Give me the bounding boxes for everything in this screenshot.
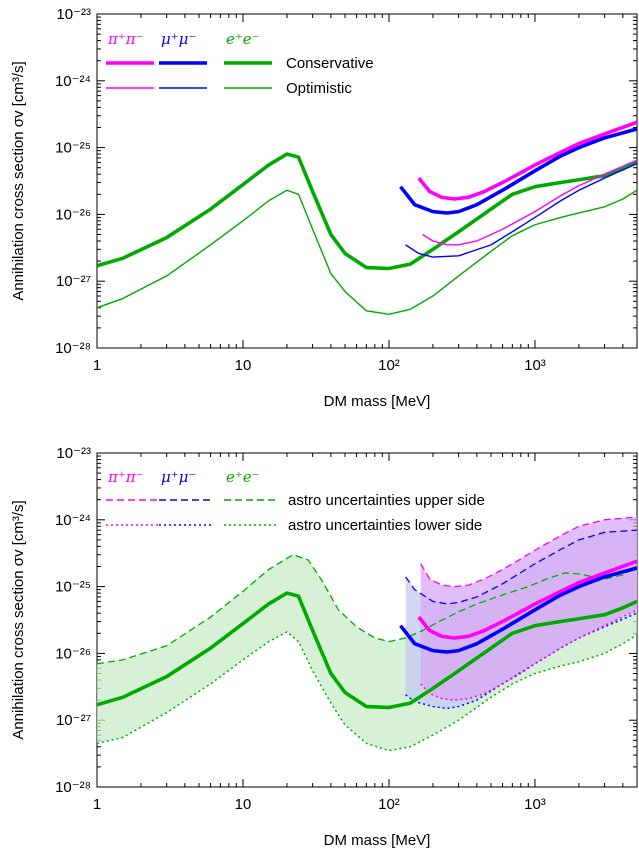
y-axis-title: Annihilation cross section σv [cm³/s] <box>10 61 27 300</box>
lower-bound-line <box>97 630 637 752</box>
legend-channel-label: π⁺π⁻ <box>107 30 144 48</box>
legend-channel-label: e⁺e⁻ <box>226 30 260 48</box>
series-line-optimistic <box>422 159 637 246</box>
legend-style-label: Optimistic <box>286 80 352 97</box>
y-tick-label: 10⁻²⁵ <box>55 140 91 157</box>
y-tick-label: 10⁻²⁷ <box>56 273 91 290</box>
series-line-conservative <box>417 120 637 201</box>
x-axis-title: DM mass [MeV] <box>324 393 431 410</box>
chart-top: 1 10 10² 10³ 10⁻²⁸ 10⁻²⁷ 10⁻²⁶ 10⁻²⁵ 10⁻²⁴ 10⁻²³ D… <box>10 6 638 410</box>
chart-bottom: 1 10 10² 10³ 10⁻²⁸ 10⁻²⁷ 10⁻²⁶ 10⁻²⁵ 10⁻²⁴ 10⁻²³ D… <box>10 445 638 849</box>
y-tick-label: 10⁻²³ <box>56 6 91 23</box>
x-tick-label: 10² <box>378 357 400 374</box>
legend: π⁺π⁻ μ⁺μ⁻ e⁺e⁻ astro uncertainties upper si… <box>106 468 485 534</box>
series-line-central <box>97 591 637 710</box>
x-tick-label: 1 <box>93 357 101 374</box>
y-tick-label: 10⁻²⁶ <box>55 645 91 662</box>
series-group <box>97 516 637 752</box>
y-tick-label: 10⁻²⁵ <box>55 579 91 596</box>
legend-style-label: astro uncertainties lower side <box>288 517 482 534</box>
legend: π⁺π⁻ μ⁺μ⁻ e⁺e⁻ Conservative Optimistic <box>106 30 374 97</box>
y-tick-label: 10⁻²⁶ <box>55 206 91 223</box>
y-tick-label: 10⁻²⁴ <box>55 512 91 529</box>
lower-bound-line <box>405 612 637 710</box>
y-tick-label: 10⁻²⁸ <box>55 340 91 357</box>
upper-bound-line <box>97 554 637 665</box>
y-tick-label: 10⁻²⁷ <box>56 712 91 729</box>
legend-channel-label: e⁺e⁻ <box>226 468 260 486</box>
series-group <box>97 120 637 315</box>
legend-style-label: astro uncertainties upper side <box>288 492 485 509</box>
x-tick-label: 10 <box>235 357 252 374</box>
y-tick-label: 10⁻²³ <box>56 445 91 462</box>
legend-channel-label: μ⁺μ⁻ <box>161 468 196 486</box>
series-line-central <box>399 566 637 654</box>
x-tick-label: 1 <box>93 796 101 813</box>
x-tick-label: 10³ <box>524 357 546 374</box>
legend-style-label: Conservative <box>286 55 374 72</box>
series-line-conservative <box>399 127 637 215</box>
legend-channel-label: μ⁺μ⁻ <box>161 30 196 48</box>
series-line-optimistic <box>405 162 637 258</box>
y-tick-label: 10⁻²⁴ <box>55 73 91 90</box>
series-line-central <box>417 559 637 640</box>
legend-channel-label: π⁺π⁻ <box>107 468 144 486</box>
y-tick-label: 10⁻²⁸ <box>55 779 91 796</box>
x-axis-title: DM mass [MeV] <box>324 832 431 849</box>
lower-bound-line <box>420 609 637 701</box>
x-tick-label: 10³ <box>524 796 546 813</box>
upper-bound-line <box>405 529 637 605</box>
x-tick-label: 10² <box>378 796 400 813</box>
series-line-optimistic <box>97 189 637 315</box>
series-line-conservative <box>97 152 637 271</box>
y-axis-title: Annihilation cross section σv [cm³/s] <box>10 500 27 739</box>
plot-frame <box>96 13 638 349</box>
x-tick-label: 10 <box>235 796 252 813</box>
